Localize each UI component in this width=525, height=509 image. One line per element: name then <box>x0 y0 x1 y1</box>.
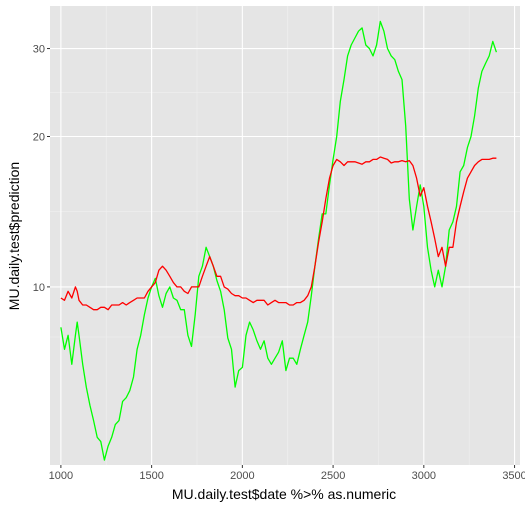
series-line-1 <box>60 20 498 461</box>
minor-gridlines <box>50 6 520 465</box>
x-tick-label: 3000 <box>412 470 436 482</box>
series-line-2 <box>60 156 497 311</box>
major-gridlines <box>50 6 520 465</box>
x-tick-label: 1500 <box>139 470 163 482</box>
y-axis-title: MU.daily.test$prediction <box>6 162 22 310</box>
y-tick-label: 20 <box>33 132 45 144</box>
y-tick-label: 30 <box>33 44 45 56</box>
x-tick-label: 2500 <box>321 470 345 482</box>
plot-panel <box>50 6 520 465</box>
x-axis: 1000 1500 2000 2500 3000 3500 <box>49 465 525 482</box>
series-layer <box>60 20 498 461</box>
x-tick-label: 1000 <box>49 470 73 482</box>
x-tick-label: 3500 <box>502 470 525 482</box>
y-axis: 10 20 30 <box>33 44 50 294</box>
y-tick-label: 10 <box>33 282 45 294</box>
x-axis-title: MU.daily.test$date %>% as.numeric <box>172 486 396 502</box>
x-tick-label: 2000 <box>230 470 254 482</box>
